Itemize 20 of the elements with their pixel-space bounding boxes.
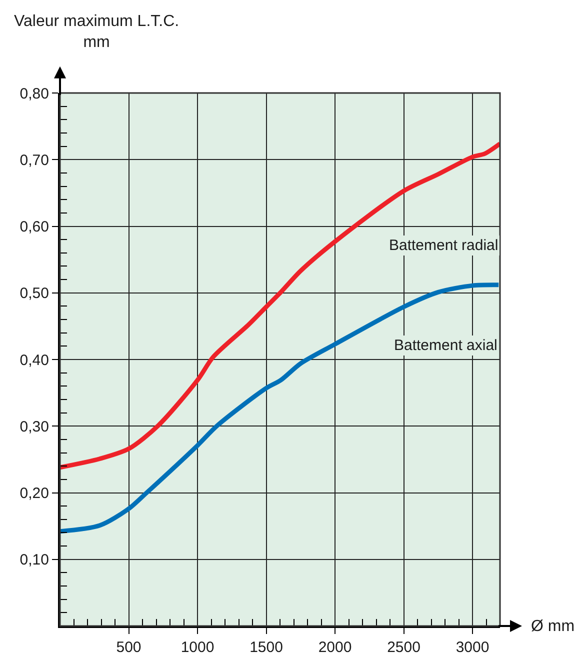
y-tick-label: 0,10	[20, 552, 49, 569]
y-axis-title: Valeur maximum L.T.C. mm	[14, 13, 180, 51]
x-tick-label: 1500	[250, 639, 283, 656]
line-series	[60, 282, 500, 534]
x-tick-label: 2500	[387, 639, 420, 656]
x-tick-label: 2000	[318, 639, 352, 656]
series-label: Battement axial	[394, 337, 498, 354]
y-tick-label: 0,40	[20, 352, 49, 369]
y-tick-label: 0,70	[20, 152, 49, 169]
y-tick-label: 0,80	[20, 85, 49, 102]
y-tick-label: 0,50	[20, 285, 49, 302]
x-tick-label: 1000	[180, 639, 214, 656]
x-tick-label: 500	[116, 639, 142, 656]
line-series	[60, 141, 500, 470]
y-tick-label: 0,20	[20, 485, 49, 502]
x-tick-label: 3000	[456, 639, 490, 656]
y-tick-label: 0,60	[20, 218, 49, 236]
y-tick-label: 0,30	[20, 418, 49, 436]
x-axis-title: Ø mm	[531, 618, 575, 635]
series-label: Battement radial	[389, 237, 498, 254]
